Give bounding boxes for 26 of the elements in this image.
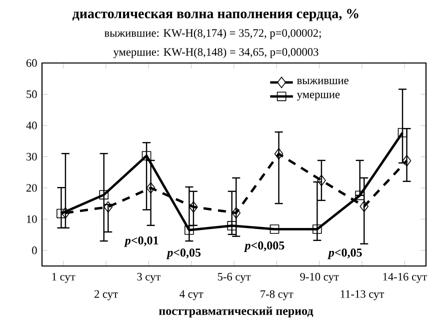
annotation: p<0,05 [166,248,201,260]
x-tick-label: 4 сут [180,290,204,300]
x-tick-label: 11-13 сут [340,290,384,300]
x-tick-label: 9-10 сут [300,272,339,283]
x-tick-label: 7-8 сут [260,290,294,300]
annotation: p<0,005 [244,241,284,252]
y-tick-label: 30 [26,152,37,161]
y-tick-label: 20 [26,184,37,192]
chart-title: диастолическая волна наполнения сердца, % [72,8,358,22]
x-tick-label: 14-16 сут [383,272,427,283]
y-tick-label: 50 [26,90,37,98]
legend-label: умершие [296,92,340,101]
y-tick-label: 60 [26,59,37,67]
chart-subtitle: выжившие: KW-H(8,174) = 35,72, p=0,00002; [104,28,321,40]
x-tick-label: 2 сут [94,290,118,300]
x-tick-label: 1 сут [52,272,76,283]
x-tick-label: 5-6 сут [218,272,251,283]
y-tick-label: 0 [32,246,37,254]
x-axis-title: посттравматический период [159,306,314,318]
y-tick-label: 10 [26,215,37,223]
annotation: p<0,05 [328,248,362,260]
text: умершие: KW-H(8,148) = 34,65, p=0,00003 [113,48,318,58]
annotation: p<0,01 [124,236,158,247]
y-tick-label: 40 [26,122,37,130]
legend-label: выжившие [297,78,348,84]
x-tick-label: 3 сут [137,272,161,283]
